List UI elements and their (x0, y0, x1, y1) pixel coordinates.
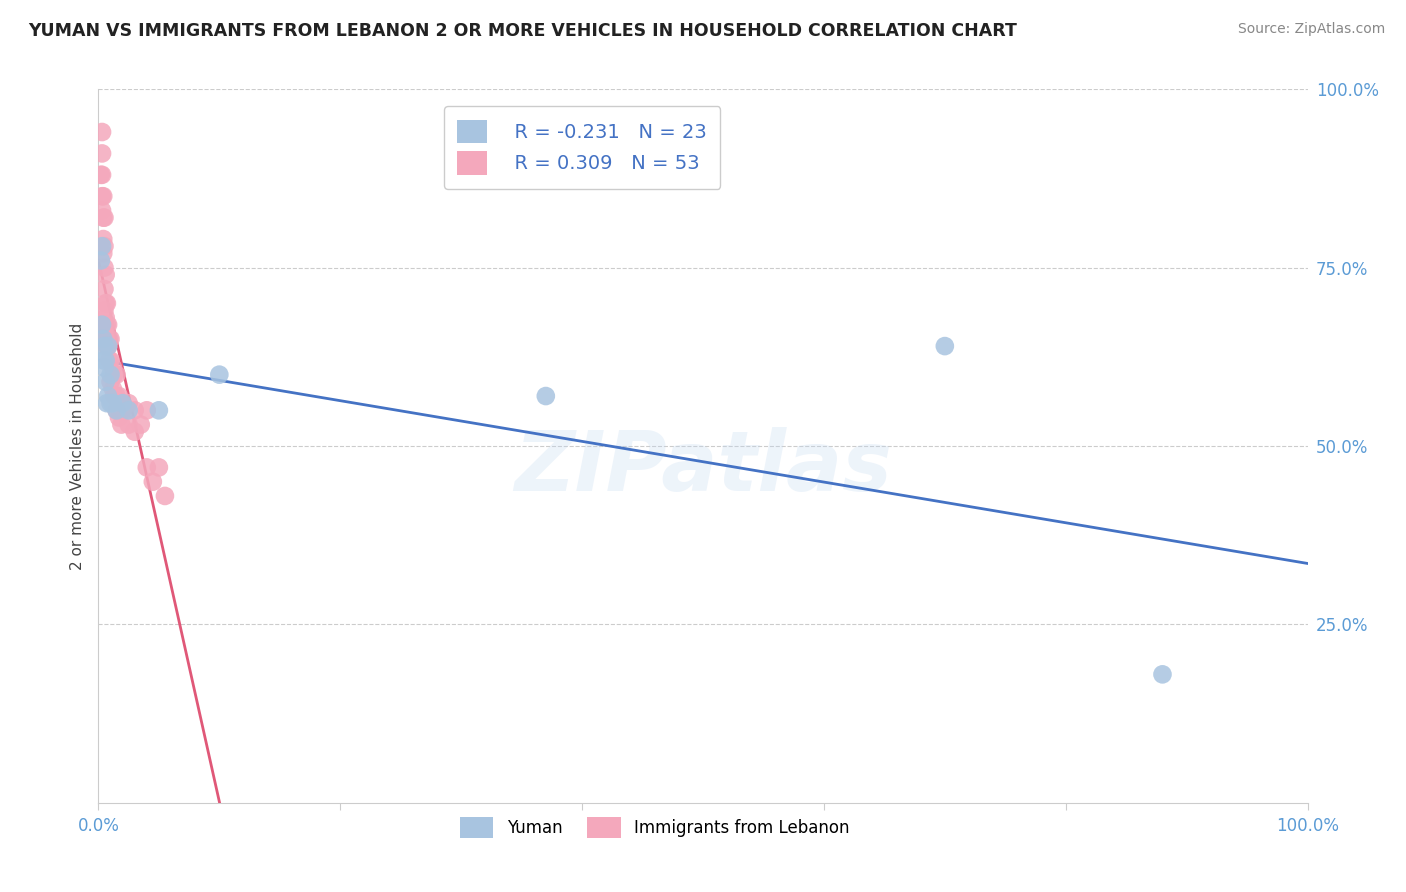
Point (91, 332, 114, 346)
Point (100, 375, 122, 389)
Text: ZIPatlas: ZIPatlas (515, 427, 891, 508)
Point (108, 410, 131, 425)
Point (98, 332, 121, 346)
Point (105, 403, 128, 417)
Point (111, 396, 134, 410)
Point (91, 353, 114, 368)
Text: Source: ZipAtlas.com: Source: ZipAtlas.com (1237, 22, 1385, 37)
Point (100, 332, 122, 346)
Point (91, 232, 114, 246)
Point (94, 375, 117, 389)
Point (110, 417, 132, 432)
Point (91, 203, 114, 218)
Point (96, 318, 118, 332)
Point (91, 125, 114, 139)
Point (100, 368, 122, 382)
Point (97, 339, 120, 353)
Point (105, 389, 128, 403)
Point (118, 396, 141, 410)
Point (94, 332, 117, 346)
Point (103, 368, 125, 382)
Point (93, 360, 115, 375)
Point (124, 425, 146, 439)
Point (110, 396, 132, 410)
Point (93, 318, 115, 332)
Point (153, 489, 176, 503)
Point (98, 353, 121, 368)
Point (93, 239, 115, 253)
Point (91, 189, 114, 203)
Point (111, 403, 134, 417)
Point (934, 339, 956, 353)
Point (148, 460, 170, 475)
Point (91, 239, 114, 253)
Point (91, 246, 114, 260)
Point (93, 260, 115, 275)
Point (101, 382, 124, 396)
Point (108, 389, 131, 403)
Point (90, 168, 112, 182)
Point (94, 268, 117, 282)
Point (101, 360, 124, 375)
Point (96, 396, 118, 410)
Point (124, 403, 146, 417)
Point (94, 353, 117, 368)
Legend: Yuman, Immigrants from Lebanon: Yuman, Immigrants from Lebanon (453, 811, 856, 845)
Point (97, 339, 120, 353)
Text: YUMAN VS IMMIGRANTS FROM LEBANON 2 OR MORE VEHICLES IN HOUSEHOLD CORRELATION CHA: YUMAN VS IMMIGRANTS FROM LEBANON 2 OR MO… (28, 22, 1017, 40)
Point (91, 189, 114, 203)
Point (91, 211, 114, 225)
Point (118, 417, 141, 432)
Point (96, 296, 118, 310)
Point (91, 168, 114, 182)
Point (101, 396, 124, 410)
Point (93, 282, 115, 296)
Y-axis label: 2 or more Vehicles in Household: 2 or more Vehicles in Household (69, 322, 84, 570)
Point (96, 339, 118, 353)
Point (135, 403, 157, 417)
Point (94, 310, 117, 325)
Point (103, 389, 125, 403)
Point (208, 368, 231, 382)
Point (534, 389, 557, 403)
Point (129, 417, 152, 432)
Point (93, 332, 115, 346)
Point (94, 296, 117, 310)
Point (148, 403, 170, 417)
Point (93, 339, 115, 353)
Point (90, 253, 112, 268)
Point (118, 403, 141, 417)
Point (1152, 667, 1174, 681)
Point (97, 318, 120, 332)
Point (97, 389, 120, 403)
Point (91, 318, 114, 332)
Point (142, 475, 165, 489)
Point (105, 368, 128, 382)
Point (93, 211, 115, 225)
Point (135, 460, 157, 475)
Point (91, 146, 114, 161)
Point (100, 353, 122, 368)
Point (105, 403, 128, 417)
Point (100, 396, 122, 410)
Point (93, 303, 115, 318)
